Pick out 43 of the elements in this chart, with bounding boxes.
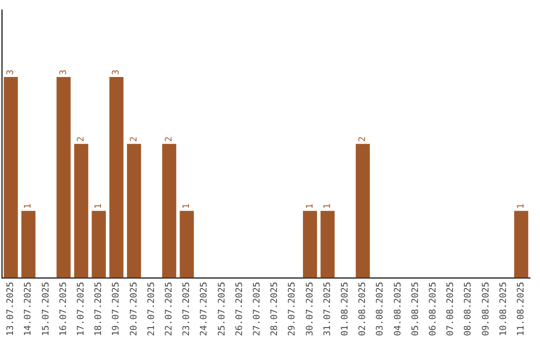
x-tick-label: 30.07.2025 <box>305 282 316 336</box>
x-tick-label: 03.08.2025 <box>376 282 386 336</box>
x-tick-label: 23.07.2025 <box>182 282 192 336</box>
x-tick-label: 07.08.2025 <box>446 282 456 336</box>
x-tick-label: 19.07.2025 <box>112 282 122 336</box>
x-tick-label: 25.07.2025 <box>217 282 228 336</box>
x-tick-label: 02.08.2025 <box>358 282 368 336</box>
x-tick-label: 18.07.2025 <box>94 282 104 336</box>
x-tick-label: 29.07.2025 <box>288 282 298 336</box>
x-tick-label: 15.07.2025 <box>41 282 52 336</box>
x-tick-label: 14.07.2025 <box>24 282 34 336</box>
x-tick-label: 20.07.2025 <box>129 282 140 336</box>
data-label: 1 <box>182 203 192 209</box>
data-label: 3 <box>112 70 122 75</box>
data-label: 1 <box>24 203 34 209</box>
x-tick-label: 09.08.2025 <box>481 282 492 336</box>
data-label: 1 <box>322 203 333 209</box>
x-tick-label: 26.07.2025 <box>234 282 245 336</box>
x-tick-label: 24.07.2025 <box>200 282 210 336</box>
x-tick-label: 06.08.2025 <box>428 282 439 336</box>
x-tick-label: 28.07.2025 <box>270 282 280 336</box>
x-tick-label: 05.08.2025 <box>410 282 421 336</box>
x-tick-label: 11.08.2025 <box>516 282 527 336</box>
data-label: 1 <box>94 203 104 209</box>
data-label: 2 <box>76 136 87 142</box>
x-tick-label: 04.08.2025 <box>393 282 404 336</box>
x-tick-label: 16.07.2025 <box>58 282 69 336</box>
data-label: 1 <box>305 203 316 209</box>
x-tick-label: 10.08.2025 <box>498 282 509 336</box>
x-tick-label: 17.07.2025 <box>76 282 87 336</box>
x-tick-label: 21.07.2025 <box>146 282 157 336</box>
x-tick-label: 13.07.2025 <box>6 282 16 336</box>
data-label: 3 <box>6 70 16 75</box>
x-tick-label: 31.07.2025 <box>322 282 333 336</box>
data-label: 2 <box>164 136 175 142</box>
data-label: 3 <box>58 70 69 75</box>
data-label: 2 <box>358 136 368 142</box>
x-tick-label: 08.08.2025 <box>464 282 474 336</box>
data-label: 1 <box>516 203 527 209</box>
x-tick-label: 27.07.2025 <box>252 282 263 336</box>
data-label: 2 <box>129 136 140 142</box>
x-tick-label: 01.08.2025 <box>340 282 351 336</box>
x-tick-label: 22.07.2025 <box>164 282 175 336</box>
